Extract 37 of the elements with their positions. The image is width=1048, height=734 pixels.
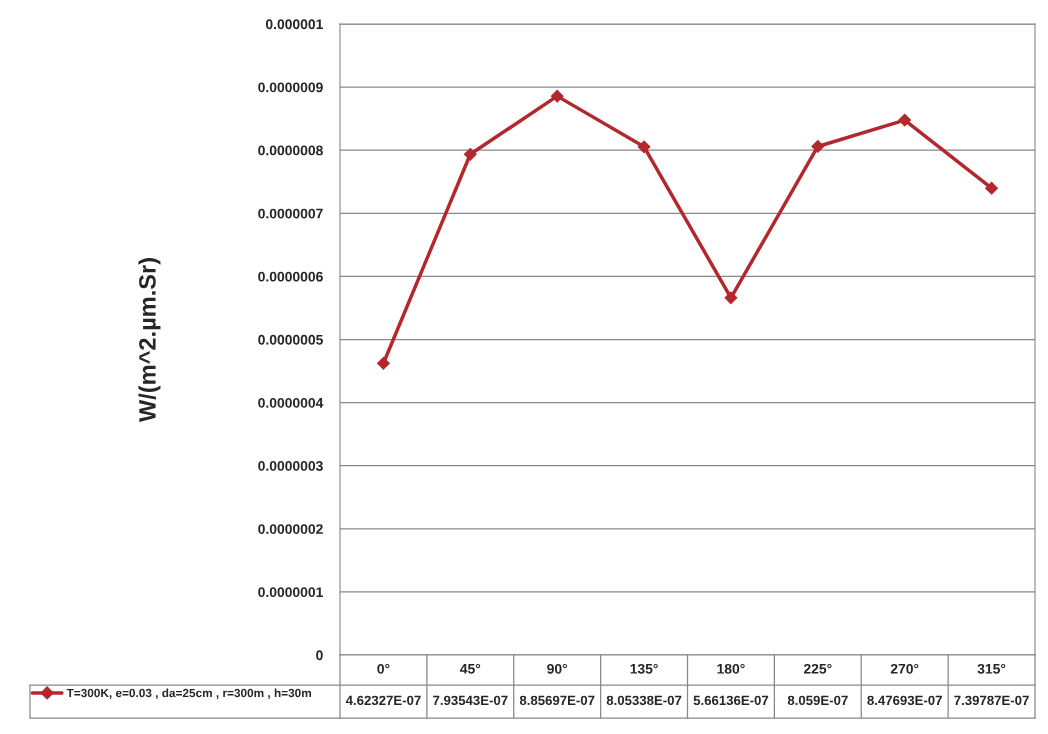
y-tick-label: 0.0000008 — [258, 145, 323, 156]
data-label: 7.39787E-07 — [954, 695, 1029, 706]
point — [724, 291, 738, 305]
y-tick-label: 0.0000002 — [258, 524, 323, 534]
y-tick-label: 0.0000009 — [258, 82, 323, 93]
x-tick-label: 90° — [547, 663, 568, 674]
point — [637, 140, 651, 154]
x-tick-label: 270° — [890, 663, 919, 674]
x-tick-label: 180° — [717, 663, 745, 674]
y-tick-label: 0 — [316, 650, 323, 661]
y-tick-label: 0.0000001 — [258, 587, 323, 598]
point — [898, 113, 912, 127]
x-tick-label: 225° — [803, 663, 832, 674]
data-label: 8.05338E-07 — [606, 695, 682, 706]
point — [377, 356, 390, 370]
y-tick-label: 0.0000004 — [258, 397, 324, 408]
data-label: 8.059E-07 — [787, 695, 848, 706]
data-label: 4.62327E-07 — [345, 695, 421, 706]
x-tick-label: 315° — [977, 663, 1006, 674]
y-tick-label: 0.0000007 — [258, 208, 323, 219]
y-axis-title: W/(m^2.µm.Sr) — [138, 258, 161, 423]
point — [811, 140, 825, 153]
data-label: 7.93543E-07 — [433, 695, 508, 706]
x-tick-label: 45° — [460, 663, 481, 674]
data-label: 8.47693E-07 — [867, 695, 942, 706]
point — [985, 181, 998, 195]
data-label: 8.85697E-07 — [519, 695, 595, 706]
point — [550, 89, 564, 103]
y-tick-label: 0.0000005 — [258, 334, 323, 345]
y-tick-label: 0.0000003 — [258, 461, 323, 471]
x-tick-label: 135° — [630, 663, 658, 674]
point — [463, 147, 477, 161]
data-label: 5.66136E-07 — [693, 695, 769, 706]
y-tick-label: 0.0000006 — [258, 271, 323, 282]
y-tick-label: 0.000001 — [265, 19, 323, 30]
x-tick-label: 0° — [377, 663, 390, 674]
legend-label: T=300K, e=0.03 , da=25cm , r=300m , h=30m — [66, 688, 311, 699]
